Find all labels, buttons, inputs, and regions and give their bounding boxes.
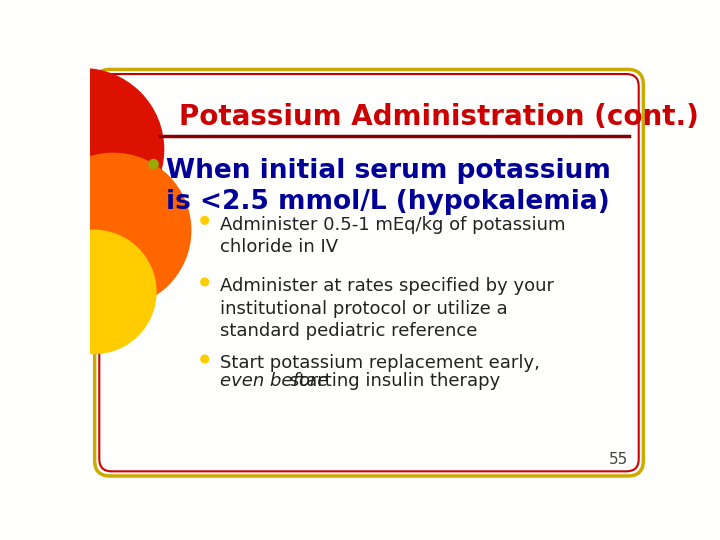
- Text: Administer 0.5-1 mEq/kg of potassium
chloride in IV: Administer 0.5-1 mEq/kg of potassium chl…: [220, 215, 566, 256]
- Circle shape: [149, 159, 158, 168]
- Text: starting insulin therapy: starting insulin therapy: [284, 373, 500, 390]
- Circle shape: [36, 153, 191, 307]
- FancyBboxPatch shape: [94, 70, 644, 476]
- Circle shape: [201, 217, 209, 224]
- Text: Start potassium replacement early,: Start potassium replacement early,: [220, 354, 540, 372]
- Text: When initial serum potassium
is <2.5 mmol/L (hypokalemia): When initial serum potassium is <2.5 mmo…: [166, 158, 611, 215]
- Text: Administer at rates specified by your
institutional protocol or utilize a
standa: Administer at rates specified by your in…: [220, 278, 554, 340]
- Text: Potassium Administration (cont.): Potassium Administration (cont.): [179, 103, 699, 131]
- Circle shape: [1, 69, 163, 231]
- Circle shape: [201, 278, 209, 286]
- Text: 55: 55: [609, 452, 629, 467]
- Text: even before: even before: [220, 373, 328, 390]
- Circle shape: [32, 231, 156, 354]
- Circle shape: [201, 355, 209, 363]
